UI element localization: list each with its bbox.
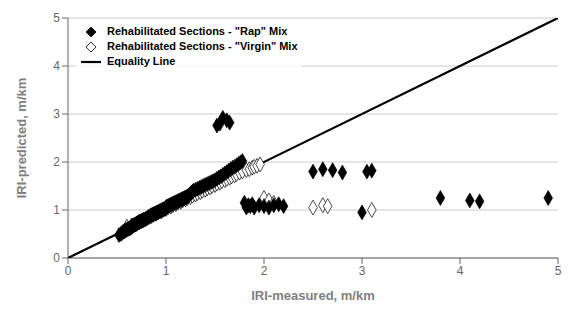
- svg-text:IRI-predicted, m/km: IRI-predicted, m/km: [14, 78, 29, 199]
- svg-text:1: 1: [163, 264, 170, 278]
- svg-text:2: 2: [53, 155, 60, 169]
- svg-text:4: 4: [457, 264, 464, 278]
- svg-text:0: 0: [53, 251, 60, 265]
- html-text:Equality Line: Equality Line: [107, 55, 176, 67]
- svg-text:1: 1: [53, 203, 60, 217]
- svg-text:3: 3: [359, 264, 366, 278]
- svg-text:2: 2: [261, 264, 268, 278]
- svg-text:0: 0: [65, 264, 72, 278]
- svg-text:3: 3: [53, 107, 60, 121]
- svg-text:5: 5: [555, 264, 562, 278]
- svg-text:IRI-measured, m/km: IRI-measured, m/km: [251, 288, 375, 303]
- html-text:Rehabilitated Sections - "Rap": Rehabilitated Sections - "Rap" Mix: [107, 25, 288, 37]
- svg-text:4: 4: [53, 59, 60, 73]
- html-text:Rehabilitated Sections - "Virg: Rehabilitated Sections - "Virgin" Mix: [107, 40, 298, 52]
- svg-text:5: 5: [53, 11, 60, 25]
